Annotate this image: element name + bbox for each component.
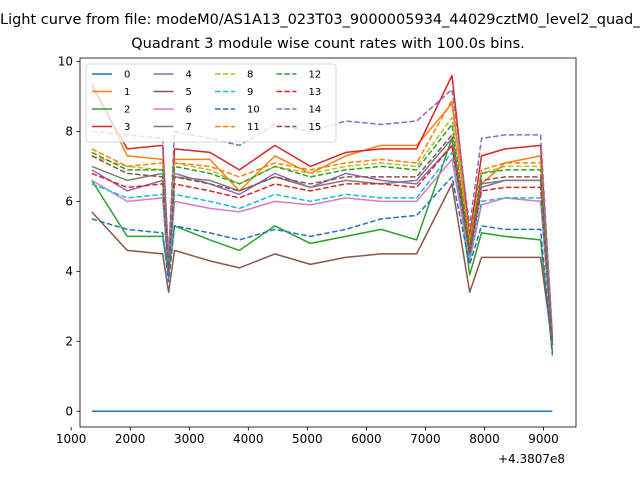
y-tick-label: 4	[65, 265, 73, 279]
x-tick-label: 5000	[292, 432, 323, 446]
x-tick-label: 1000	[56, 432, 87, 446]
x-tick-label: 8000	[469, 432, 500, 446]
series-line-7	[91, 137, 554, 342]
legend-label-15: 15	[309, 122, 322, 133]
legend-label-1: 1	[124, 87, 130, 98]
legend-label-12: 12	[309, 70, 322, 81]
legend-label-8: 8	[247, 70, 253, 81]
chart-title: Quadrant 3 module wise count rates with …	[131, 36, 525, 52]
legend-label-4: 4	[186, 70, 192, 81]
plot-frame	[79, 57, 577, 428]
legend-label-6: 6	[186, 105, 192, 116]
legend-label-13: 13	[309, 87, 322, 98]
series-line-5	[91, 183, 554, 345]
x-offset-label: +4.3807e8	[498, 452, 566, 466]
series-line-10	[91, 176, 554, 356]
series-line-15	[91, 134, 554, 345]
x-tick-label: 7000	[410, 432, 441, 446]
legend-label-2: 2	[124, 105, 130, 116]
y-tick-label: 8	[65, 125, 73, 139]
series-line-8	[91, 116, 554, 342]
legend-label-3: 3	[124, 122, 130, 133]
y-tick-label: 6	[65, 195, 73, 209]
axes-layer: 1000 2000 3000 4000 5000 6000 7000 8000 9000 0 2 4 6…	[56, 55, 577, 446]
legend-label-5: 5	[186, 87, 192, 98]
x-tick-label: 9000	[528, 432, 559, 446]
legend-label-14: 14	[309, 105, 322, 116]
legend-label-11: 11	[247, 122, 260, 133]
series-layer	[91, 74, 554, 413]
legend-label-7: 7	[186, 122, 192, 133]
legend-label-0: 0	[124, 70, 130, 81]
x-tick-label: 3000	[174, 432, 205, 446]
y-tick-label: 0	[65, 404, 73, 418]
y-tick-label: 2	[65, 335, 73, 349]
x-tick-label: 2000	[115, 432, 146, 446]
x-tick-label: 6000	[351, 432, 382, 446]
x-tick-label: 4000	[233, 432, 264, 446]
legend-box	[85, 63, 337, 143]
legend-label-9: 9	[247, 87, 253, 98]
y-tick-label: 10	[58, 55, 73, 69]
legend-label-10: 10	[247, 105, 260, 116]
series-line-12	[91, 123, 554, 342]
figure-suptitle: Light curve from file: modeM0/AS1A13_023…	[0, 12, 640, 28]
